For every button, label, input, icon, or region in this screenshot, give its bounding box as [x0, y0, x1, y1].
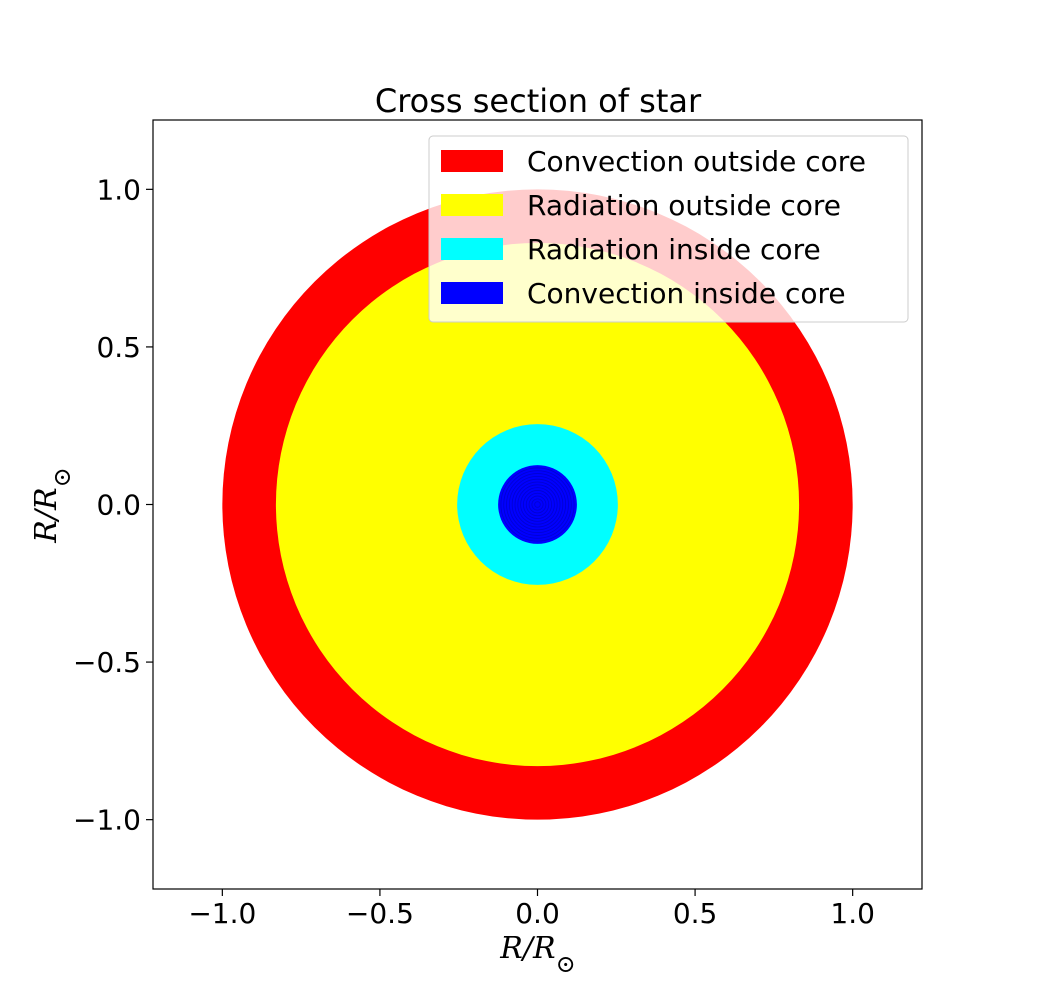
legend-swatch-radiation-inside-core: [441, 238, 503, 260]
x-axis-label: R/R⊙: [499, 931, 575, 978]
x-tick-label: −0.5: [346, 897, 414, 930]
contour-ring-radiation-inside-core: [481, 448, 594, 561]
contour-ring-convection-inside-core: [528, 495, 547, 514]
contour-ring-convection-inside-core: [508, 475, 567, 534]
y-axis-label: R/R⊙: [29, 467, 76, 543]
legend-swatch-convection-inside-core: [441, 282, 503, 304]
legend: Convection outside core Radiation outside…: [428, 135, 909, 323]
contour-ring-radiation-outside-core: [384, 351, 691, 658]
contour-ring-radiation-outside-core: [420, 387, 655, 622]
x-axis: −1.0 −0.5 0.0 0.5 1.0: [188, 889, 875, 930]
y-tick-label: 0.0: [96, 489, 141, 522]
contour-ring-convection-inside-core: [506, 473, 569, 536]
x-tick-label: 1.0: [830, 897, 875, 930]
x-tick-label: 0.5: [673, 897, 718, 930]
contour-ring-convection-inside-core: [534, 501, 541, 508]
contour-ring-convection-inside-core: [525, 492, 550, 517]
contour-ring-convection-inside-core: [517, 484, 558, 525]
contour-ring-convection-inside-core: [523, 490, 552, 519]
contour-ring-convection-inside-core: [531, 498, 544, 511]
contour-ring-radiation-inside-core: [489, 456, 586, 553]
contour-ring-convection-inside-core: [514, 481, 561, 528]
contour-ring-radiation-outside-core: [366, 333, 709, 676]
y-tick-label: 0.5: [96, 331, 141, 364]
contour-ring-radiation-inside-core: [460, 427, 615, 582]
y-tick-label: −0.5: [73, 646, 141, 679]
legend-swatch-convection-outside-core: [441, 150, 503, 172]
y-tick-label: 1.0: [96, 173, 141, 206]
contour-ring-radiation-outside-core: [402, 369, 673, 640]
contour-ring-radiation-outside-core: [438, 405, 637, 604]
contour-ring-radiation-inside-core: [473, 440, 602, 569]
y-axis: −1.0 −0.5 0.0 0.5 1.0: [73, 173, 153, 837]
contour-ring-radiation-inside-core: [493, 460, 582, 549]
legend-box: [428, 135, 909, 323]
contour-ring-radiation-inside-core: [469, 436, 606, 573]
legend-swatch-radiation-outside-core: [441, 194, 503, 216]
legend-label-radiation-outside-core: Radiation outside core: [527, 189, 841, 222]
legend-label-convection-outside-core: Convection outside core: [527, 145, 866, 178]
contour-ring-radiation-inside-core: [477, 444, 598, 565]
legend-label-convection-inside-core: Convection inside core: [527, 277, 846, 310]
region-convection-inside-core: [498, 465, 577, 544]
x-tick-label: −1.0: [188, 897, 256, 930]
contour-ring-convection-inside-core: [503, 470, 572, 539]
y-tick-label: −1.0: [73, 804, 141, 837]
contour-ring-radiation-inside-core: [465, 432, 610, 577]
contour-ring-convection-inside-core: [511, 478, 564, 531]
star-regions: [222, 189, 853, 820]
contour-ring-radiation-inside-core: [485, 452, 590, 557]
legend-label-radiation-inside-core: Radiation inside core: [527, 233, 821, 266]
chart-title: Cross section of star: [375, 82, 702, 120]
contour-ring-convection-inside-core: [520, 487, 555, 522]
x-tick-label: 0.0: [515, 897, 560, 930]
contour-ring-convection-inside-core: [500, 467, 575, 542]
plot-area: [222, 189, 853, 820]
